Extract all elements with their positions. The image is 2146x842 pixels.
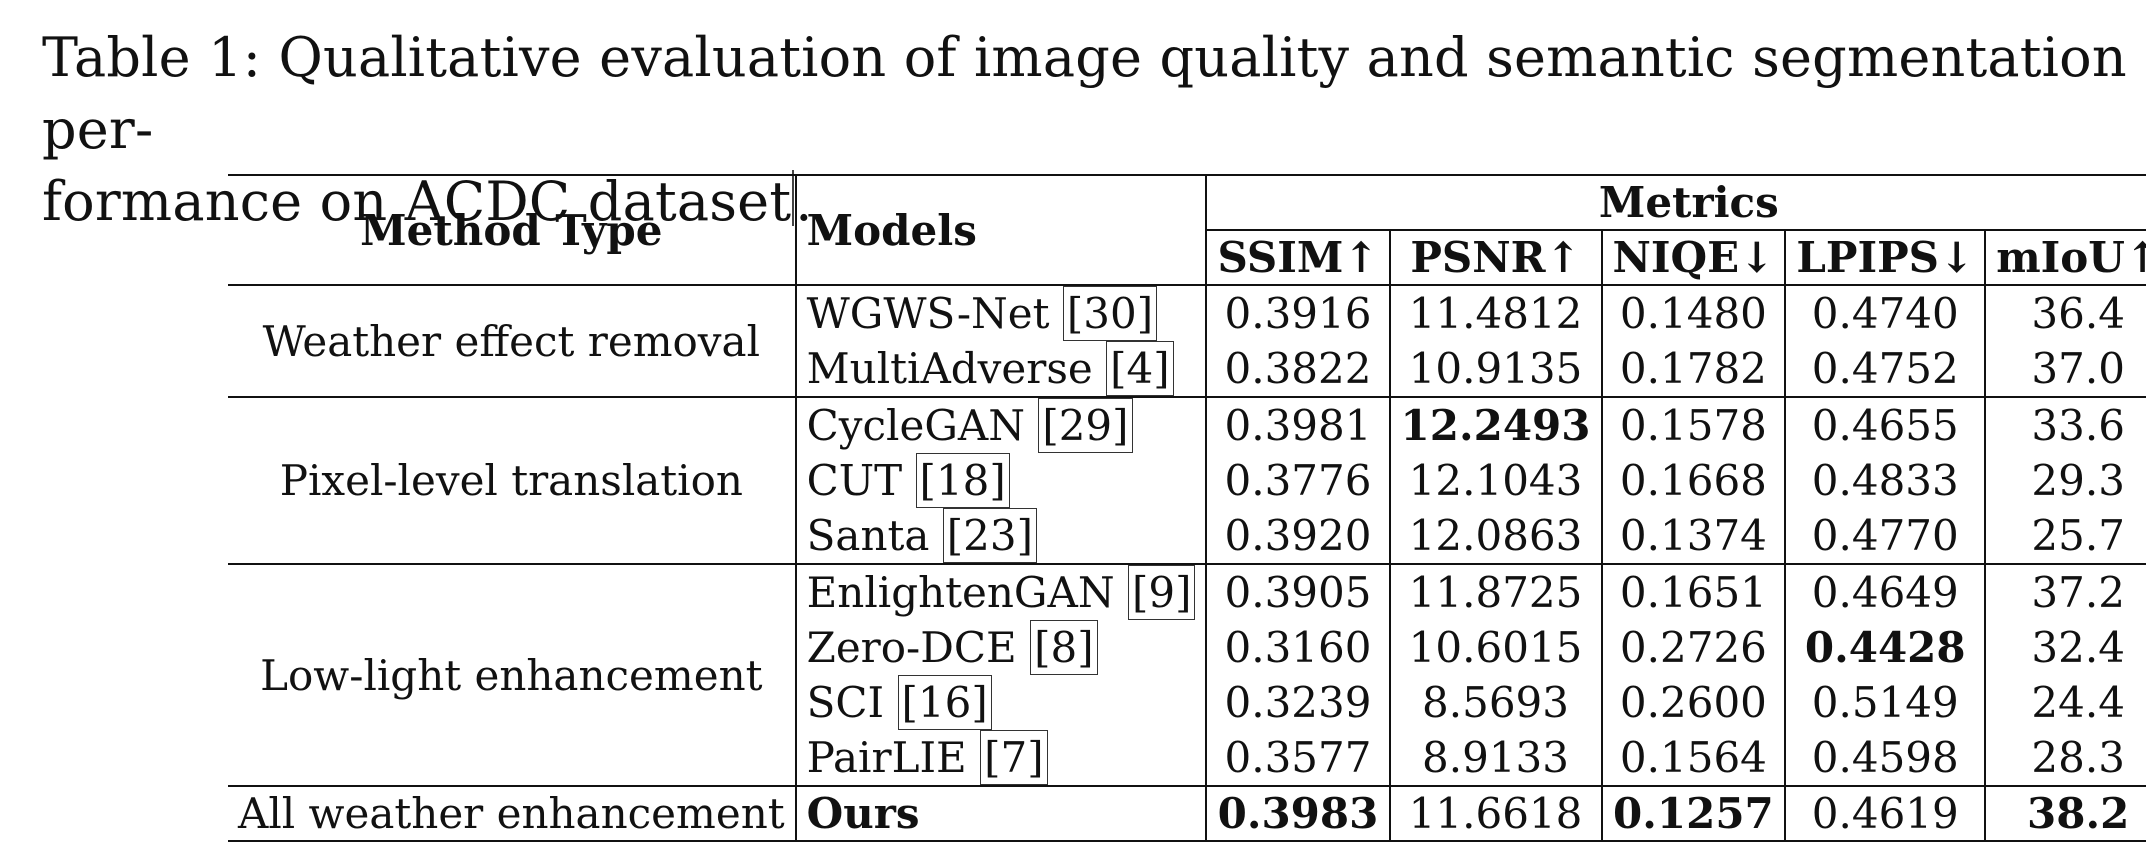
ssim-cell: 0.3905 xyxy=(1206,564,1391,620)
miou-cell: 24.4 xyxy=(2031,678,2125,727)
miou-cell: 36.4 xyxy=(2031,289,2125,338)
method-type-cell: Low-light enhancement xyxy=(228,564,797,786)
niqe-cell: 0.1578 xyxy=(1601,397,1787,453)
lpips-cell: 0.4655 xyxy=(1785,397,1987,453)
psnr-cell: 12.0863 xyxy=(1389,508,1603,564)
niqe-cell: 0.2726 xyxy=(1601,620,1787,675)
citation-link[interactable]: [18] xyxy=(915,453,1010,508)
header-ssim: SSIM↑ xyxy=(1206,230,1391,285)
table-row: CUT [18] 0.3776 12.1043 0.1668 0.4833 29… xyxy=(228,453,2146,508)
method-type-cell: Weather effect removal xyxy=(228,285,797,397)
model-cell: SCI [16] xyxy=(795,675,1208,730)
citation-link[interactable]: [8] xyxy=(1030,620,1098,675)
ssim-cell: 0.3776 xyxy=(1206,453,1391,508)
lpips-cell: 0.4752 xyxy=(1785,341,1987,397)
model-cell: PairLIE [7] xyxy=(795,730,1208,786)
niqe-cell: 0.2600 xyxy=(1601,675,1787,730)
model-cell: Zero-DCE [8] xyxy=(795,620,1208,675)
table-row: Zero-DCE [8] 0.3160 10.6015 0.2726 0.442… xyxy=(228,620,2146,675)
niqe-cell: 0.1668 xyxy=(1601,453,1787,508)
caption-line-1: Table 1: Qualitative evaluation of image… xyxy=(42,26,2127,161)
ssim-cell: 0.3822 xyxy=(1206,341,1391,397)
table-row: PairLIE [7] 0.3577 8.9133 0.1564 0.4598 … xyxy=(228,730,2146,786)
citation-link[interactable]: [7] xyxy=(980,730,1048,785)
table-row: MultiAdverse [4] 0.3822 10.9135 0.1782 0… xyxy=(228,341,2146,397)
header-miou: mIoU↑ xyxy=(1996,233,2146,282)
lpips-cell: 0.4833 xyxy=(1785,453,1987,508)
niqe-cell: 0.1480 xyxy=(1601,285,1787,341)
ssim-cell: 0.3577 xyxy=(1206,730,1391,786)
results-table: Method Type Models Metrics SSIM↑ PSNR↑ N… xyxy=(228,174,2146,842)
miou-cell: 37.2 xyxy=(2031,568,2125,617)
niqe-cell: 0.1564 xyxy=(1601,730,1787,786)
miou-cell: 37.0 xyxy=(2031,344,2125,393)
psnr-cell: 8.5693 xyxy=(1389,675,1603,730)
miou-cell: 33.6 xyxy=(2031,401,2125,450)
psnr-cell: 11.8725 xyxy=(1389,564,1603,620)
niqe-cell-best: 0.1257 xyxy=(1601,786,1787,841)
lpips-cell: 0.4619 xyxy=(1785,786,1987,841)
ssim-cell: 0.3920 xyxy=(1206,508,1391,564)
lpips-cell: 0.4740 xyxy=(1785,285,1987,341)
header-niqe: NIQE↓ xyxy=(1601,230,1787,285)
psnr-cell: 10.6015 xyxy=(1389,620,1603,675)
lpips-cell-best: 0.4428 xyxy=(1785,620,1987,675)
miou-cell-best: 38.2 xyxy=(2027,789,2130,838)
miou-cell: 25.7 xyxy=(2031,511,2125,560)
lpips-cell: 0.5149 xyxy=(1785,675,1987,730)
header-lpips: LPIPS↓ xyxy=(1785,230,1987,285)
psnr-cell-best: 12.2493 xyxy=(1389,397,1603,453)
table-row: Low-light enhancement EnlightenGAN [9] 0… xyxy=(228,564,2146,786)
lpips-cell: 0.4770 xyxy=(1785,508,1987,564)
method-type-cell: All weather enhancement xyxy=(228,786,797,841)
niqe-cell: 0.1782 xyxy=(1601,341,1787,397)
model-cell: CycleGAN [29] xyxy=(795,397,1208,453)
lpips-cell: 0.4649 xyxy=(1785,564,1987,620)
model-cell: CUT [18] xyxy=(795,453,1208,508)
miou-cell: 29.3 xyxy=(2031,456,2125,505)
psnr-cell: 12.1043 xyxy=(1389,453,1603,508)
citation-link[interactable]: [16] xyxy=(897,675,992,730)
psnr-cell: 8.9133 xyxy=(1389,730,1603,786)
header-metrics: Metrics xyxy=(1598,178,1779,227)
psnr-cell: 11.4812 xyxy=(1389,285,1603,341)
table-row: Weather effect removal WGWS-Net [30] 0.3… xyxy=(228,285,2146,397)
ssim-cell: 0.3981 xyxy=(1206,397,1391,453)
ssim-cell: 0.3916 xyxy=(1206,285,1391,341)
model-cell: EnlightenGAN [9] xyxy=(795,564,1208,620)
model-cell: Santa [23] xyxy=(795,508,1208,564)
table-row: Pixel-level translation CycleGAN [29] 0.… xyxy=(228,397,2146,564)
miou-cell: 28.3 xyxy=(2031,733,2125,782)
niqe-cell: 0.1651 xyxy=(1601,564,1787,620)
table-row: SCI [16] 0.3239 8.5693 0.2600 0.5149 24.… xyxy=(228,675,2146,730)
method-type-cell: Pixel-level translation xyxy=(228,397,797,564)
citation-link[interactable]: [4] xyxy=(1106,341,1174,396)
citation-link[interactable]: [30] xyxy=(1062,286,1158,341)
ssim-cell: 0.3239 xyxy=(1206,675,1391,730)
ssim-cell: 0.3160 xyxy=(1206,620,1391,675)
model-cell-ours: Ours xyxy=(795,786,1208,841)
niqe-cell: 0.1374 xyxy=(1601,508,1787,564)
lpips-cell: 0.4598 xyxy=(1785,730,1987,786)
table-row: All weather enhancement Ours 0.3983 11.6… xyxy=(228,786,2146,841)
model-cell: WGWS-Net [30] xyxy=(795,285,1208,341)
header-models: Models xyxy=(795,175,1208,286)
table-row: Santa [23] 0.3920 12.0863 0.1374 0.4770 … xyxy=(228,508,2146,564)
header-psnr: PSNR↑ xyxy=(1389,230,1603,285)
ssim-cell-best: 0.3983 xyxy=(1206,786,1391,841)
citation-link[interactable]: [29] xyxy=(1038,398,1133,453)
header-method-type: Method Type xyxy=(228,175,797,286)
citation-link[interactable]: [9] xyxy=(1127,565,1196,620)
citation-link[interactable]: [23] xyxy=(942,508,1038,563)
psnr-cell: 10.9135 xyxy=(1389,341,1603,397)
model-cell: MultiAdverse [4] xyxy=(795,341,1208,397)
miou-cell: 32.4 xyxy=(2031,623,2125,672)
psnr-cell: 11.6618 xyxy=(1389,786,1603,841)
